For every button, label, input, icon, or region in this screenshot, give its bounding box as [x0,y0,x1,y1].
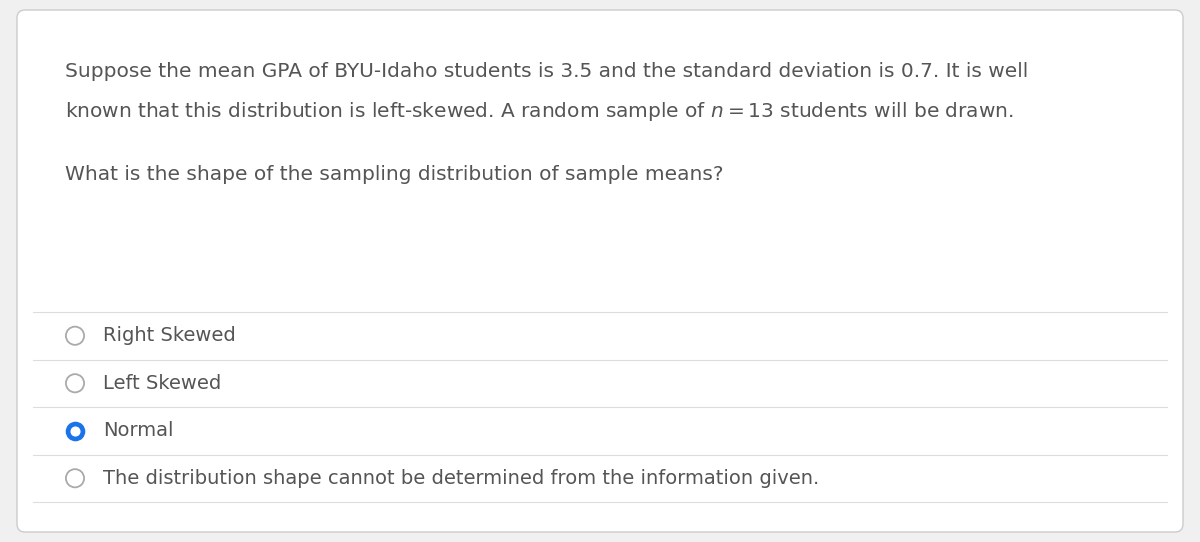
Text: Normal: Normal [103,421,174,440]
Point [65,474,84,482]
FancyBboxPatch shape [17,10,1183,532]
Text: Left Skewed: Left Skewed [103,374,221,393]
Text: The distribution shape cannot be determined from the information given.: The distribution shape cannot be determi… [103,469,820,488]
Text: known that this distribution is left-skewed. A random sample of $n = 13$ student: known that this distribution is left-ske… [65,100,1014,123]
Point [65,379,84,388]
Point [65,427,84,435]
Text: What is the shape of the sampling distribution of sample means?: What is the shape of the sampling distri… [65,165,724,184]
Text: Suppose the mean GPA of BYU-Idaho students is 3.5 and the standard deviation is : Suppose the mean GPA of BYU-Idaho studen… [65,62,1028,81]
Text: Right Skewed: Right Skewed [103,326,235,345]
Point [65,331,84,340]
Point [65,427,84,435]
